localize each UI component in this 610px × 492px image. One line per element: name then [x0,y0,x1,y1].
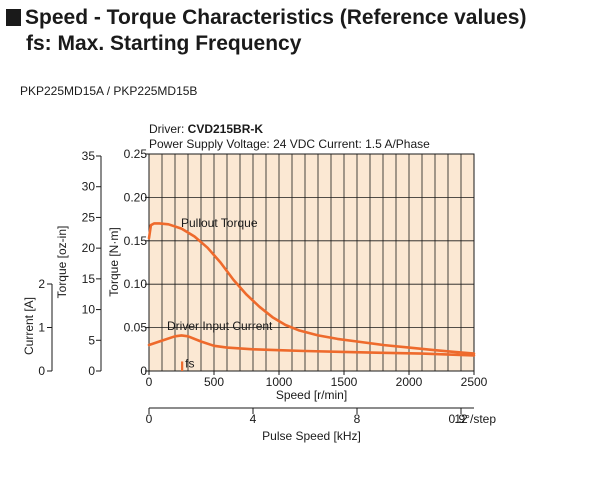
y-tick-label: 0 [140,364,147,378]
title-row: Speed - Torque Characteristics (Referenc… [6,4,526,31]
driver-label: Driver: CVD215BR-K [149,122,263,136]
pulse-tick-label: 4 [250,412,257,426]
series-label-pullout: Pullout Torque [181,216,258,230]
plot-background [149,154,474,371]
oz-tick-label: 15 [82,272,96,286]
x-tick-label: 1500 [331,375,358,389]
oz-tick-label: 5 [88,333,95,347]
y-tick-label: 0.20 [124,190,148,204]
driver-label-prefix: Driver: [149,122,188,136]
title-square-icon [6,9,21,26]
power-conditions: Power Supply Voltage: 24 VDC Current: 1.… [149,137,430,151]
y-tick-label: 0.10 [124,277,148,291]
pulse-tick-label: 0 [146,412,153,426]
pulse-tick-label: 12 [454,412,468,426]
series-label-current: Driver Input Current [167,319,273,333]
chart-subtitle: fs: Max. Starting Frequency [26,32,302,55]
series-group [147,222,476,371]
y-tick-label: 0.25 [124,147,148,161]
header: Speed - Torque Characteristics (Referenc… [6,4,526,57]
x-tick-label: 1000 [266,375,293,389]
current-tick-label: 1 [38,321,45,335]
pulse-axis-label: Pulse Speed [kHz] [262,429,361,443]
x-tick-label: 500 [204,375,224,389]
plot-frame [148,153,475,372]
chart-title: Speed - Torque Characteristics (Referenc… [25,5,527,29]
x-axis-label: Speed [r/min] [276,388,347,402]
pulse-tick-label: 8 [354,412,361,426]
oz-axis-label: Torque [oz-in] [55,226,69,299]
oz-tick-label: 30 [82,180,96,194]
current-tick-label: 2 [38,277,45,291]
driver-input-current-curve [147,334,476,357]
pullout-torque-curve [147,222,476,355]
oz-tick-label: 10 [82,303,96,317]
labels: fs Pullout Torque Driver Input Current Driv… [149,122,430,371]
x-tick-label: 0 [146,375,153,389]
y-axis-label: Torque [N·m] [107,227,121,296]
model-label: PKP225MD15A / PKP225MD15B [20,84,198,98]
oz-tick-label: 20 [82,241,96,255]
current-axis-label: Current [A] [22,297,36,355]
oz-tick-label: 35 [82,149,96,163]
fs-label: fs [185,357,194,371]
x-tick-label: 2500 [461,375,488,389]
x-tick-label: 2000 [396,375,423,389]
driver-model: CVD215BR-K [188,122,264,136]
y-tick-label: 0.05 [124,321,148,335]
oz-tick-label: 0 [88,364,95,378]
current-tick-label: 0 [38,364,45,378]
pulse-step-label: 0.9°/step [449,412,497,426]
y-tick-label: 0.15 [124,234,148,248]
oz-tick-label: 25 [82,210,96,224]
grid [149,154,474,371]
